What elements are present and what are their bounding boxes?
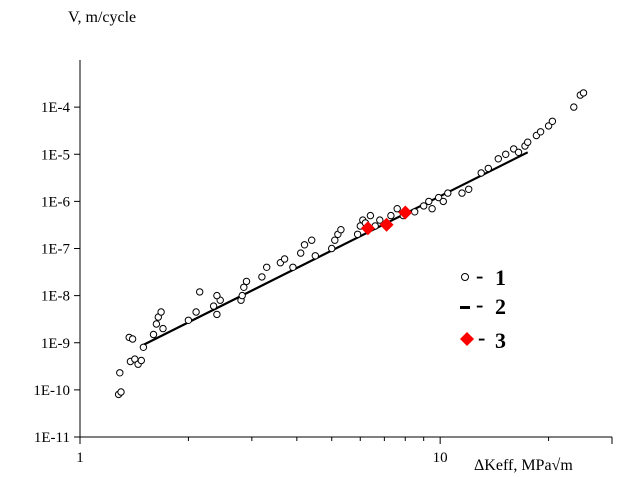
data-point-open-circle: [477, 169, 485, 177]
data-point-open-circle: [514, 148, 523, 157]
data-point-open-circle: [184, 316, 193, 324]
data-point-open-circle: [434, 193, 443, 202]
series-3-points: [360, 205, 413, 236]
data-point-open-circle: [196, 288, 204, 296]
legend-label-2: 2: [495, 294, 506, 319]
y-tick-label: 1E-10: [33, 383, 70, 399]
data-point-open-circle: [444, 189, 452, 197]
data-point-open-circle: [420, 202, 428, 210]
data-point-open-circle: [570, 103, 578, 111]
data-point-open-circle: [331, 236, 339, 244]
data-point-open-circle: [213, 291, 221, 300]
data-point-open-circle: [308, 236, 316, 244]
data-point-open-circle: [149, 330, 158, 339]
data-point-open-circle: [524, 138, 532, 146]
legend: - 1 - 2 - 3: [460, 263, 506, 353]
data-point-open-circle: [494, 155, 502, 163]
legend-dash: -: [476, 263, 483, 288]
data-point-open-circle: [536, 128, 545, 136]
data-point-open-circle: [548, 117, 557, 126]
data-point-open-circle: [137, 356, 146, 365]
data-point-open-circle: [337, 226, 345, 234]
legend-dash: -: [476, 292, 483, 317]
y-tick-label: 1E-8: [41, 289, 70, 305]
data-point-open-circle: [366, 211, 375, 220]
data-point-open-circle: [328, 244, 336, 253]
y-tick-label: 1E-6: [41, 194, 71, 210]
data-point-open-circle: [544, 122, 553, 130]
x-tick-label: 10: [433, 450, 448, 466]
y-tick-label: 1E-11: [34, 430, 70, 446]
data-point-open-circle: [258, 273, 266, 281]
y-axis-title: V, m/cycle: [68, 9, 136, 26]
data-point-open-circle: [116, 369, 124, 377]
legend-line-marker: [460, 306, 470, 309]
data-point-red-diamond: [360, 221, 375, 236]
data-point-open-circle: [502, 150, 510, 159]
legend-label-3: 3: [495, 328, 506, 353]
data-point-open-circle: [152, 320, 161, 328]
y-tick-label: 1E-7: [41, 242, 71, 258]
y-tick-label: 1E-9: [41, 336, 70, 352]
data-point-open-circle: [280, 255, 289, 263]
data-point-open-circle: [425, 197, 433, 206]
legend-red-diamond-marker: [460, 332, 474, 346]
legend-label-1: 1: [495, 265, 506, 290]
y-tick-label: 1E-5: [41, 147, 70, 163]
x-tick-label: 1: [76, 450, 84, 466]
data-point-open-circle: [353, 230, 362, 239]
data-point-open-circle: [311, 252, 319, 260]
series-2-fit-line: [142, 151, 529, 346]
data-point-open-circle: [428, 205, 436, 213]
data-point-open-circle: [579, 89, 588, 97]
data-point-open-circle: [209, 302, 218, 310]
data-point-open-circle: [376, 216, 384, 224]
data-point-open-circle: [465, 185, 473, 194]
data-point-open-circle: [393, 205, 401, 213]
data-point-open-circle: [128, 335, 137, 343]
data-point-open-circle: [458, 189, 466, 197]
data-point-open-circle: [157, 308, 165, 316]
data-point-open-circle: [297, 249, 305, 257]
data-point-open-circle: [192, 308, 200, 316]
data-point-red-diamond: [398, 205, 413, 220]
x-ticks: 1 10: [76, 437, 613, 466]
data-point-open-circle: [289, 263, 297, 271]
y-tick-label: 1E-4: [41, 100, 71, 116]
axes: [79, 60, 612, 438]
data-point-open-circle: [242, 277, 251, 286]
data-point-open-circle: [240, 283, 248, 291]
data-point-open-circle: [387, 211, 395, 220]
legend-open-circle-marker: [461, 273, 469, 281]
data-point-open-circle: [484, 164, 492, 173]
data-point-open-circle: [238, 291, 246, 300]
legend-dash: -: [478, 325, 485, 350]
fit-line: [142, 151, 529, 346]
y-ticks: 1E-11 1E-10 1E-9 1E-8 1E-7 1E-6 1E-5 1E-4: [33, 100, 80, 446]
data-point-open-circle: [263, 263, 271, 271]
data-point-open-circle: [411, 208, 419, 216]
data-point-open-circle: [300, 241, 309, 249]
data-point-open-circle: [117, 388, 125, 396]
data-point-open-circle: [213, 310, 221, 319]
x-axis-title: ΔKeff, MPa√m: [474, 457, 573, 474]
data-point-open-circle: [139, 343, 148, 351]
data-point-open-circle: [159, 324, 167, 333]
data-point-open-circle: [439, 197, 447, 206]
data-point-red-diamond: [379, 217, 394, 232]
series-1-points: [114, 89, 588, 399]
